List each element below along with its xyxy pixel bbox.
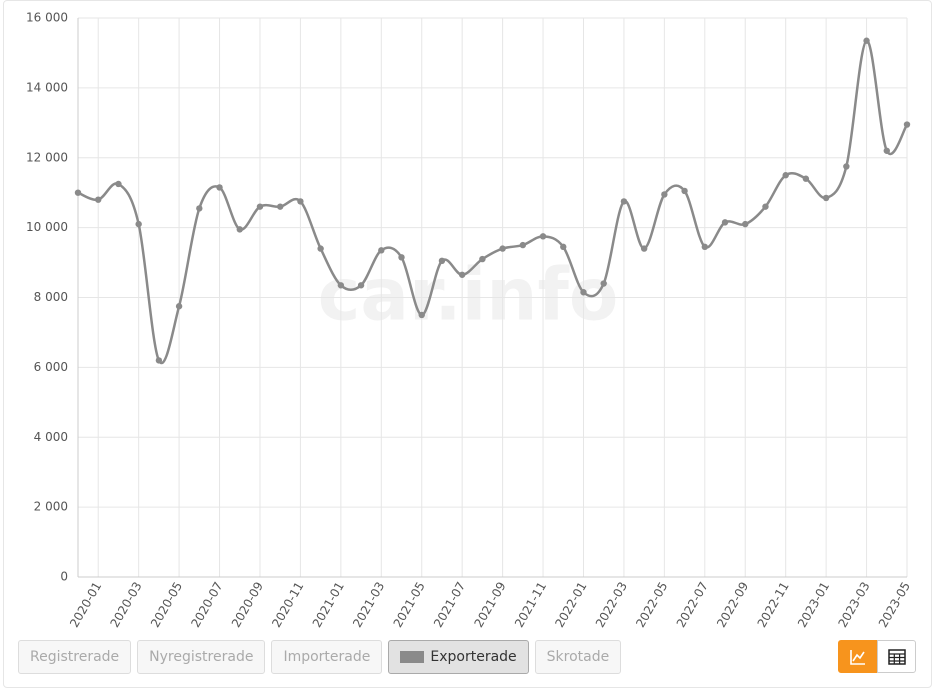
x-tick-label: 2021-07: [431, 580, 468, 630]
x-tick-label: 2021-11: [512, 580, 549, 630]
point: [398, 254, 405, 261]
point: [580, 289, 587, 296]
x-tick-label: 2023-03: [835, 580, 872, 630]
point: [216, 184, 223, 191]
table-view-button[interactable]: [877, 640, 916, 673]
y-tick-label: 16 000: [26, 11, 68, 25]
x-tick-label: 2022-07: [674, 580, 711, 630]
toggle-label: Nyregistrerade: [149, 649, 254, 665]
point: [256, 203, 264, 210]
table-icon: [887, 648, 906, 665]
point: [843, 163, 850, 170]
point: [620, 198, 628, 205]
y-tick-label: 6 000: [34, 360, 68, 374]
x-tick-label: 2020-03: [108, 580, 145, 630]
x-tick-label: 2021-09: [471, 580, 508, 630]
point: [297, 198, 304, 205]
toggle-label: Skrotade: [546, 649, 610, 665]
series-toggle[interactable]: Exporterade: [388, 640, 529, 674]
point: [378, 247, 385, 254]
point: [175, 303, 183, 310]
x-tick-label: 2022-01: [552, 580, 589, 630]
point: [701, 243, 709, 251]
point: [479, 255, 486, 263]
point: [681, 187, 688, 195]
point: [600, 280, 607, 287]
x-tick-label: 2022-09: [714, 580, 751, 630]
point: [418, 311, 425, 319]
x-tick-label: 2023-01: [795, 580, 832, 630]
x-tick-label: 2023-05: [876, 580, 913, 630]
point: [276, 203, 284, 210]
point: [883, 147, 890, 154]
y-tick-label: 12 000: [26, 150, 68, 164]
line-icon: [849, 649, 865, 665]
point: [519, 241, 527, 249]
series-toggle[interactable]: Importerade: [271, 640, 383, 674]
toggle-label: Registrerade: [30, 649, 120, 665]
point: [337, 282, 345, 289]
point: [135, 220, 142, 228]
point: [196, 205, 203, 212]
y-tick-label: 8 000: [34, 290, 68, 304]
x-tick-label: 2020-05: [148, 580, 185, 630]
x-tick-label: 2022-03: [593, 580, 630, 630]
x-tick-label: 2021-05: [391, 580, 428, 630]
line: [77, 39, 909, 365]
point: [640, 245, 648, 252]
point: [762, 203, 769, 210]
point: [560, 243, 567, 251]
toggle-bar: Registrerade Nyregistrerade Importerade Exp…: [18, 640, 622, 674]
view-switch: [838, 640, 916, 673]
y-tick-label: 14 000: [26, 80, 68, 94]
point: [903, 121, 911, 128]
x-tick-label: 2022-05: [633, 580, 670, 630]
point: [863, 37, 870, 44]
series-toggle[interactable]: Registrerade: [18, 640, 132, 674]
x-tick-label: 2020-07: [188, 580, 225, 630]
point: [458, 271, 466, 278]
point: [438, 257, 446, 265]
point: [742, 220, 749, 228]
x-tick-label: 2020-11: [269, 580, 306, 630]
point: [95, 196, 102, 203]
point: [357, 282, 365, 289]
point: [782, 172, 789, 179]
y-tick-label: 0: [60, 570, 68, 584]
toggle-label: Exporterade: [430, 649, 517, 665]
line-view-button[interactable]: [838, 640, 877, 673]
x-tick-label: 2021-03: [350, 580, 387, 630]
series-toggle[interactable]: Skrotade: [534, 640, 622, 674]
point: [74, 189, 82, 196]
x-tick-label: 2021-01: [310, 580, 347, 630]
series-toggle[interactable]: Nyregistrerade: [137, 640, 266, 674]
card: [3, 0, 932, 688]
point: [499, 245, 506, 252]
point: [721, 219, 729, 226]
point: [115, 180, 122, 188]
point: [236, 226, 243, 233]
point: [661, 191, 668, 198]
y-tick-label: 10 000: [26, 220, 68, 234]
x-tick-label: 2020-09: [229, 580, 266, 630]
watermark: car.info: [318, 253, 619, 337]
point: [822, 194, 830, 202]
x-tick-label: 2020-01: [67, 580, 104, 630]
legend-swatch: [400, 651, 425, 663]
y-tick-label: 2 000: [34, 500, 68, 514]
point: [802, 175, 810, 182]
chart: car.info 0 2 000 4 000 6 000 8 000 10 000 12 00…: [26, 11, 913, 630]
y-tick-label: 4 000: [34, 430, 68, 444]
point: [539, 233, 547, 240]
toggle-label: Importerade: [283, 649, 371, 665]
point: [155, 357, 163, 364]
point: [317, 245, 324, 252]
x-tick-label: 2022-11: [755, 580, 792, 630]
